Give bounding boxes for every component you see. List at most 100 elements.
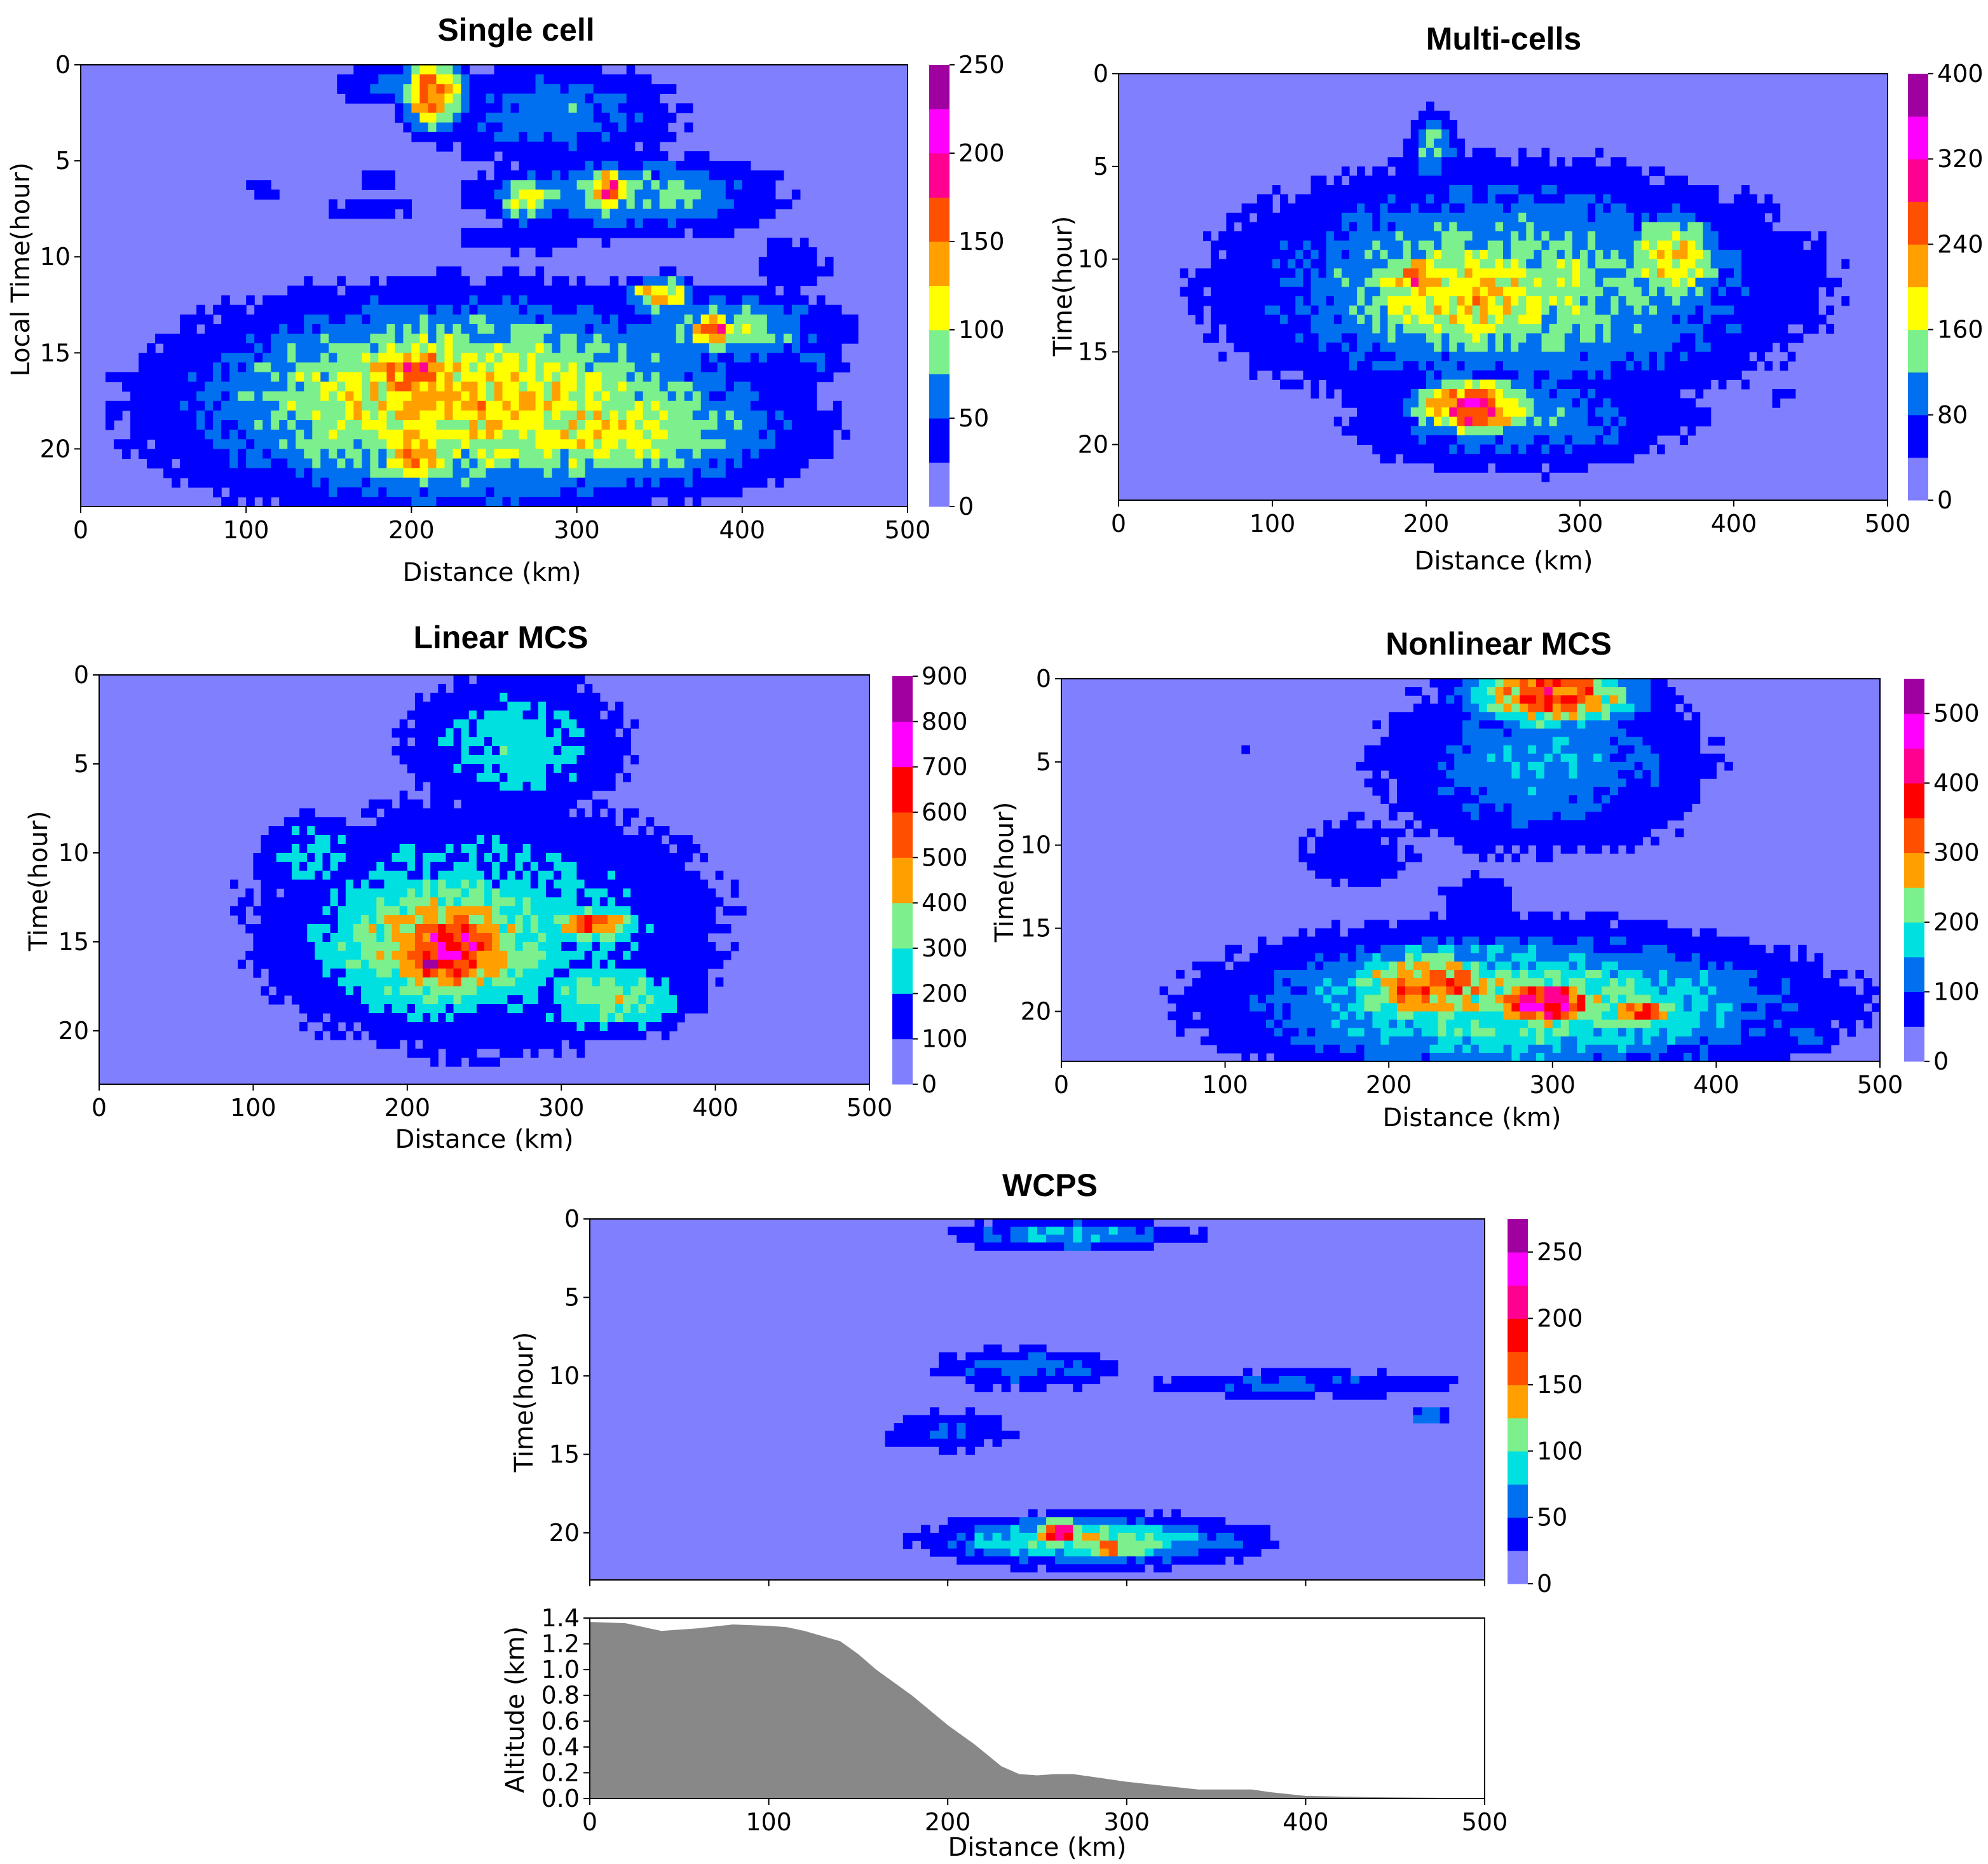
heatmap-cell <box>403 93 412 104</box>
heatmap-cell <box>1503 296 1511 306</box>
heatmap-cell <box>552 449 561 459</box>
heatmap-cell <box>1556 463 1565 473</box>
heatmap-cell <box>1426 379 1434 390</box>
heatmap-cell <box>791 381 801 392</box>
heatmap-cell <box>1657 250 1665 260</box>
heatmap-cell <box>1572 379 1581 390</box>
heatmap-cell <box>1618 194 1627 204</box>
heatmap-cell <box>1256 240 1265 250</box>
heatmap-cell <box>1695 296 1704 306</box>
heatmap-cell <box>353 381 362 392</box>
heatmap-cell <box>1718 296 1727 306</box>
heatmap-cell <box>783 439 793 449</box>
heatmap-cell <box>667 199 677 210</box>
heatmap-cell <box>808 304 817 315</box>
heatmap-cell <box>1395 435 1404 446</box>
heatmap-cell <box>1380 315 1389 325</box>
heatmap-cell <box>1187 305 1196 315</box>
heatmap-cell <box>436 93 446 104</box>
heatmap-cell <box>1410 343 1419 353</box>
heatmap-cell <box>1380 166 1389 177</box>
heatmap-cell <box>1326 379 1335 390</box>
heatmap-cell <box>254 323 263 334</box>
heatmap-cell <box>1556 296 1565 306</box>
heatmap-cell <box>535 180 545 191</box>
heatmap-cell <box>560 228 569 238</box>
heatmap-cell <box>486 141 495 152</box>
heatmap-cell <box>502 208 512 219</box>
heatmap-cell <box>403 420 412 430</box>
heatmap-cell <box>593 180 603 191</box>
heatmap-cell <box>1326 361 1335 371</box>
heatmap-cell <box>1572 435 1581 446</box>
heatmap-cell <box>436 103 446 114</box>
heatmap-cell <box>1703 407 1712 418</box>
heatmap-cell <box>1541 194 1550 204</box>
heatmap-cell <box>1534 444 1542 454</box>
heatmap-cell <box>395 439 404 449</box>
heatmap-cell <box>494 285 503 296</box>
y-tick-label: 0 <box>1093 60 1108 88</box>
heatmap-cell <box>1564 361 1573 371</box>
heatmap-cell <box>1764 343 1773 353</box>
heatmap-cell <box>510 218 520 229</box>
heatmap-cell <box>1264 305 1273 315</box>
heatmap-cell <box>378 295 387 306</box>
heatmap-cell <box>238 430 247 440</box>
heatmap-cell <box>510 410 520 421</box>
heatmap-cell <box>1549 231 1558 242</box>
heatmap-cell <box>1241 277 1250 288</box>
heatmap-cell <box>643 276 652 287</box>
heatmap-cell <box>1365 287 1373 297</box>
heatmap-cell <box>370 400 379 411</box>
heatmap-cell <box>560 285 569 296</box>
heatmap-cell <box>1372 315 1380 325</box>
heatmap-cell <box>287 420 296 430</box>
heatmap-cell <box>692 420 702 430</box>
heatmap-cell <box>329 343 337 353</box>
heatmap-cell <box>1610 296 1619 306</box>
heatmap-cell <box>1288 379 1296 390</box>
heatmap-cell <box>1518 296 1527 306</box>
heatmap-cell <box>643 400 652 411</box>
heatmap-cell <box>593 285 603 296</box>
heatmap-cell <box>576 199 586 210</box>
heatmap-cell <box>667 112 677 123</box>
heatmap-cell <box>1418 315 1427 325</box>
heatmap-cell <box>1572 175 1581 186</box>
heatmap-cell <box>543 93 553 104</box>
heatmap-cell <box>1303 296 1312 306</box>
heatmap-cell <box>626 132 636 142</box>
heatmap-cell <box>758 323 768 334</box>
heatmap-cell <box>453 334 462 344</box>
heatmap-cell <box>287 458 296 469</box>
colorbar-segment <box>929 285 950 330</box>
heatmap-cell <box>585 180 594 191</box>
heatmap-cell <box>733 372 743 383</box>
heatmap-cell <box>1303 268 1312 278</box>
heatmap-cell <box>419 276 429 287</box>
x-tick-label: 200 <box>1403 510 1450 538</box>
heatmap-cell <box>1764 296 1773 306</box>
heatmap-cell <box>307 826 315 836</box>
heatmap-cell <box>254 362 263 373</box>
heatmap-cell <box>469 189 479 200</box>
heatmap-cell <box>1657 166 1665 177</box>
heatmap-cell <box>510 228 520 238</box>
heatmap-cell <box>261 880 269 889</box>
heatmap-cell <box>1403 351 1412 362</box>
heatmap-cell <box>1687 277 1696 288</box>
heatmap-cell <box>1787 268 1796 278</box>
heatmap-cell <box>1472 157 1481 167</box>
heatmap-cell <box>1441 203 1450 214</box>
heatmap-cell <box>1487 185 1496 195</box>
heatmap-cell <box>283 933 292 942</box>
heatmap-cell <box>527 276 536 287</box>
heatmap-cell <box>1703 212 1712 222</box>
heatmap-cell <box>1226 305 1235 315</box>
heatmap-cell <box>205 372 214 383</box>
heatmap-cell <box>585 295 594 306</box>
heatmap-cell <box>601 285 611 296</box>
heatmap-cell <box>477 323 487 334</box>
heatmap-cell <box>238 362 247 373</box>
